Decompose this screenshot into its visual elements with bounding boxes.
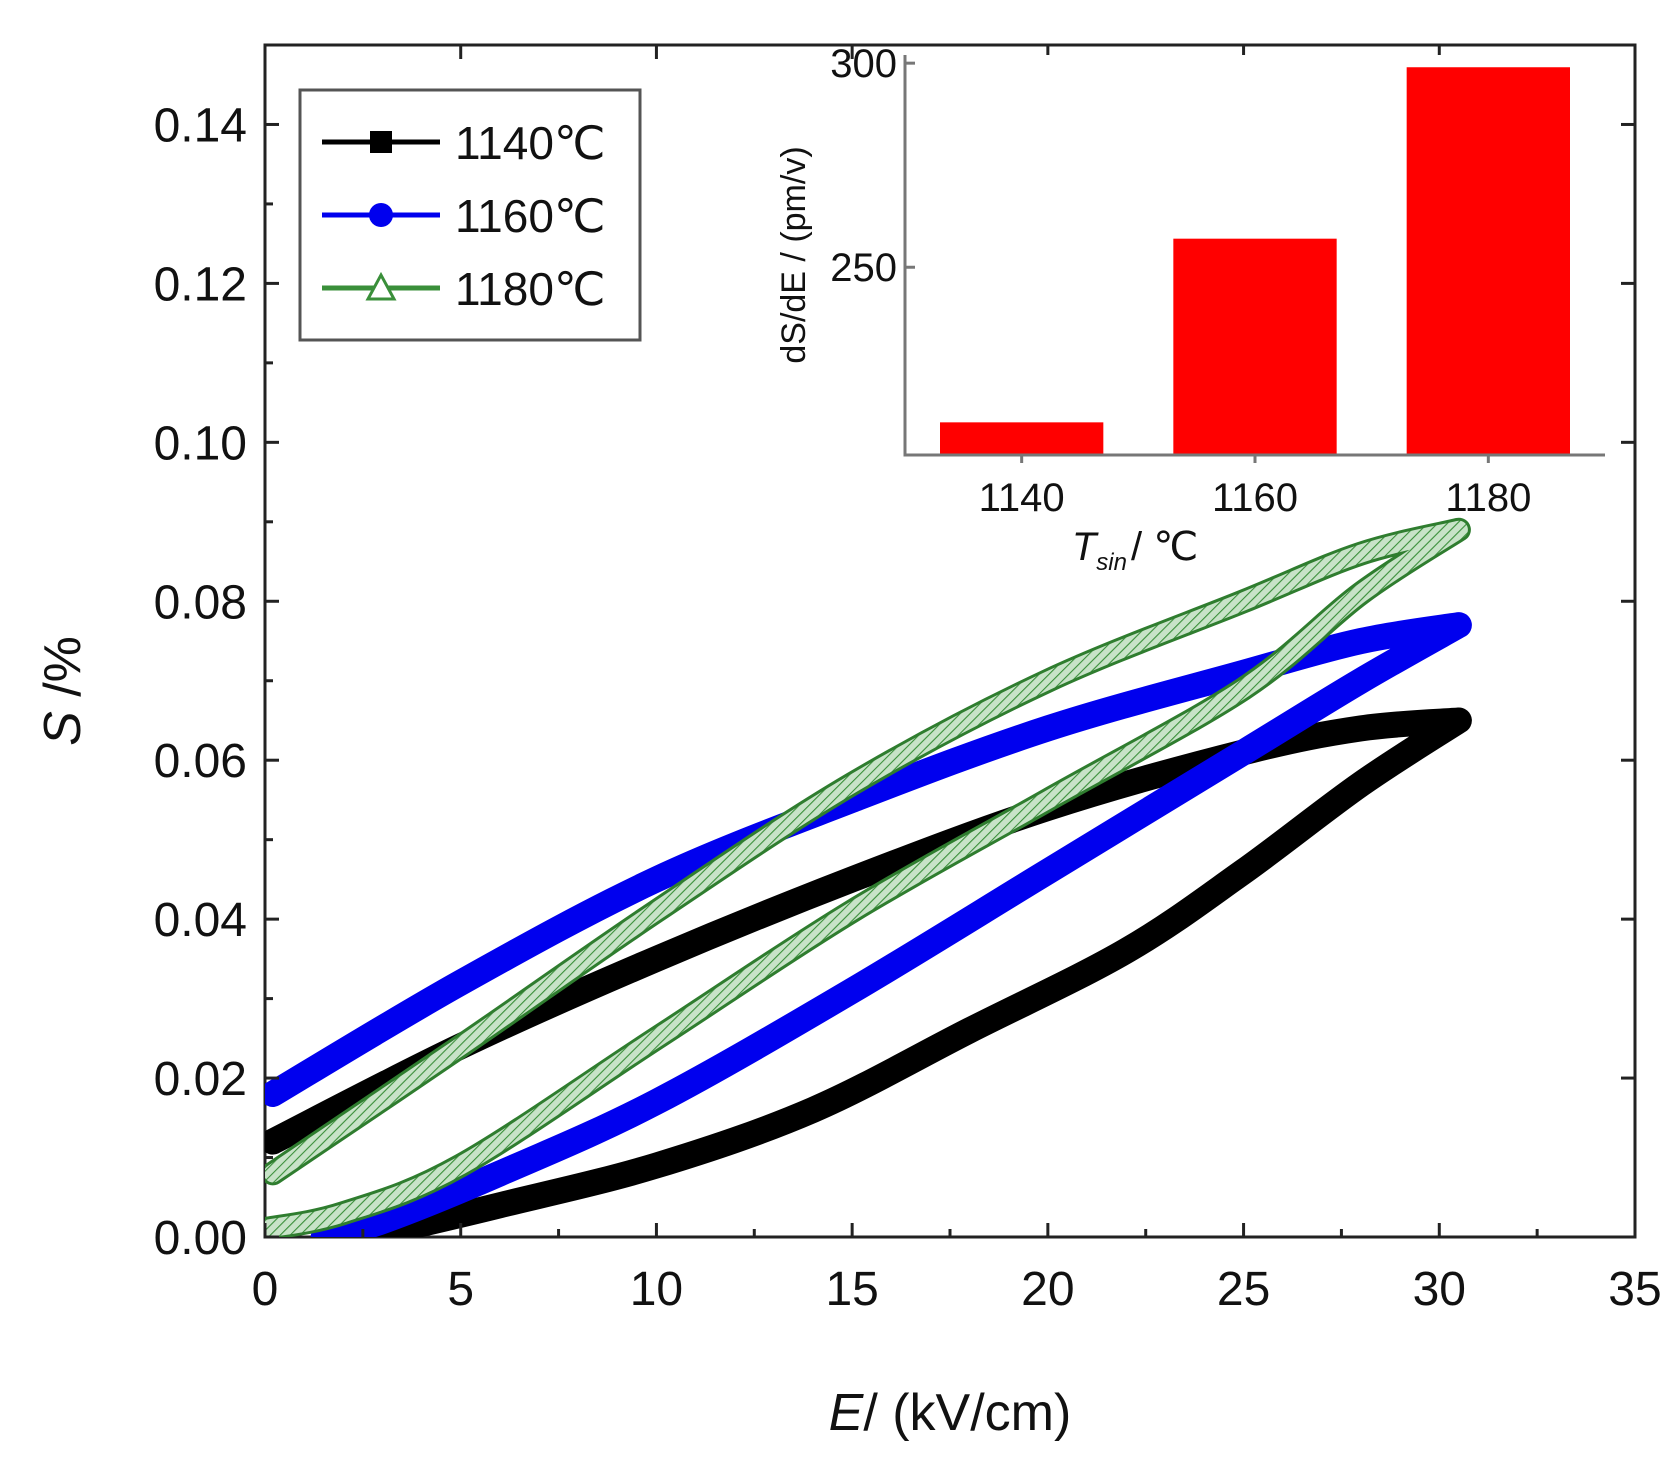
y-tick-label: 0.08 (154, 576, 247, 629)
hysteresis-curves (265, 517, 1472, 1237)
y-tick-label: 0.02 (154, 1053, 247, 1106)
triangle-marker-icon (365, 271, 397, 301)
inset-bars (940, 67, 1570, 455)
y-axis-ticks: 0.00 0.02 0.04 0.06 0.08 0.10 0.12 0.14 (154, 99, 1635, 1265)
inset-x-tick-label: 1140 (979, 476, 1065, 520)
inset-bar-1160 (1173, 238, 1337, 455)
series-1180℃ (265, 517, 1471, 1237)
x-tick-label: 0 (252, 1263, 279, 1316)
inset-x-tick-label: 1160 (1212, 476, 1298, 520)
x-tick-label: 30 (1413, 1263, 1466, 1316)
x-tick-label: 15 (825, 1263, 878, 1316)
series-band (265, 707, 1472, 1237)
y-tick-label: 0.14 (154, 99, 247, 152)
series-1140℃ (265, 707, 1472, 1237)
legend: 1140℃ 1160℃ 1180℃ (298, 88, 642, 342)
legend-item: 1140℃ (322, 117, 606, 169)
x-tick-label: 20 (1021, 1263, 1074, 1316)
legend-label: 1160℃ (455, 190, 606, 242)
y-axis-label: S /% (34, 636, 92, 746)
inset-y-axis-label: dS/dE / (pm/v) (775, 146, 813, 363)
x-tick-label: 35 (1608, 1263, 1661, 1316)
legend-item: 1160℃ (322, 190, 606, 242)
y-tick-label: 0.00 (154, 1212, 247, 1265)
series-1160℃ (265, 612, 1472, 1237)
y-tick-label: 0.06 (154, 735, 247, 788)
inset-y-tick-label: 300 (830, 42, 897, 86)
legend-label: 1180℃ (455, 263, 606, 315)
inset-bar-chart: 250 300 1140 1160 1180 dS/dE / (pm/v) Tsin / … (775, 42, 1605, 576)
inset-x-tick-label: 1180 (1445, 476, 1531, 520)
y-tick-label: 0.04 (154, 894, 247, 947)
inset-axis-lines (903, 55, 1605, 457)
x-tick-label: 5 (447, 1263, 474, 1316)
x-tick-label: 10 (630, 1263, 683, 1316)
circle-marker-icon (369, 203, 393, 227)
inset-x-axis-label: Tsin / ℃ (1072, 525, 1198, 576)
main-plot: 0 5 10 15 20 25 30 35 0.000.020.040.060.080.100… (34, 43, 1662, 1442)
inset-bar-1140 (940, 422, 1104, 455)
inset-y-tick-label: 250 (830, 246, 897, 290)
series-band (265, 612, 1472, 1237)
inset-bar-1180 (1406, 67, 1570, 455)
square-marker-icon (370, 131, 392, 153)
y-tick-label: 0.12 (154, 258, 247, 311)
y-tick-label: 0.10 (154, 417, 247, 470)
legend-label: 1140℃ (455, 117, 606, 169)
legend-item: 1180℃ (322, 263, 606, 315)
x-axis-label: E/ (kV/cm) (829, 1384, 1072, 1442)
inset-axes: 250 300 1140 1160 1180 (830, 42, 1605, 520)
series-band (265, 520, 1468, 1237)
x-tick-label: 25 (1217, 1263, 1270, 1316)
x-axis-ticks: 0 5 10 15 20 25 30 35 (252, 45, 1662, 1316)
